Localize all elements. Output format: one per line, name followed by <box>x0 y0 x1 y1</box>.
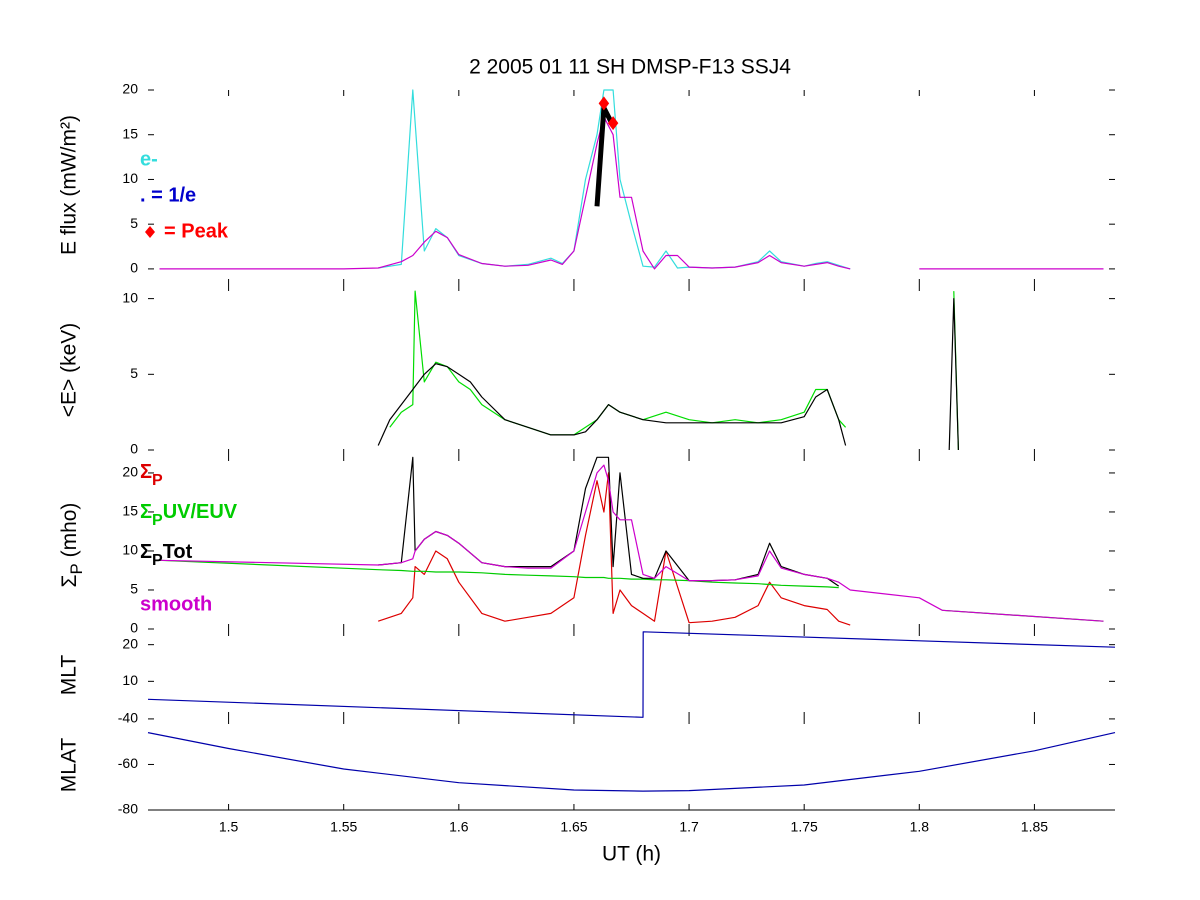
y-tick-label: 20 <box>122 635 138 651</box>
series-line <box>147 631 1116 718</box>
y-tick-label: 15 <box>122 125 138 141</box>
series-line <box>159 116 1104 270</box>
peak-marker <box>598 96 610 111</box>
text-part: P <box>152 512 163 529</box>
text-part: Σ <box>140 461 152 483</box>
legend-label: e- <box>140 148 158 170</box>
x-tick-label: 1.8 <box>910 819 930 835</box>
y-tick-label: 10 <box>122 289 138 305</box>
series-line <box>147 732 1116 792</box>
y-tick-label: -60 <box>118 755 138 771</box>
text-part: Σ <box>58 574 81 587</box>
legend-label: = Peak <box>164 220 229 242</box>
y-axis-label: MLAT <box>58 738 81 793</box>
legend-label: ΣPUV/EUV <box>140 501 238 529</box>
y-axis-label: <E> (keV) <box>58 323 81 418</box>
series-line <box>377 298 959 451</box>
x-tick-label: 1.55 <box>330 819 357 835</box>
chart-title: 2 2005 01 11 SH DMSP-F13 SSJ4 <box>469 56 791 79</box>
y-tick-label: -40 <box>118 710 138 726</box>
text-part: Tot <box>163 541 193 563</box>
legend-label: . = 1/e <box>140 184 196 206</box>
y-tick-label: 5 <box>130 215 138 231</box>
x-tick-label: 1.75 <box>791 819 818 835</box>
text-part: Σ <box>140 541 152 563</box>
series-line <box>159 464 1104 622</box>
x-tick-label: 1.7 <box>679 819 699 835</box>
y-axis-label: MLT <box>58 655 81 696</box>
y-tick-label: 10 <box>122 542 138 558</box>
x-tick-label: 1.65 <box>560 819 587 835</box>
y-tick-label: 5 <box>130 581 138 597</box>
y-tick-label: 0 <box>130 260 138 276</box>
y-tick-label: 5 <box>130 365 138 381</box>
text-part: UV/EUV <box>163 501 238 523</box>
y-tick-label: 0 <box>130 441 138 457</box>
peak-marker <box>607 116 619 131</box>
legend-label: ΣP <box>140 461 163 489</box>
text-part: P <box>152 552 163 569</box>
text-part: P <box>67 563 86 574</box>
text-part: (mho) <box>58 503 81 564</box>
x-tick-label: 1.6 <box>449 819 469 835</box>
text-part: Σ <box>140 501 152 523</box>
y-tick-label: 20 <box>122 81 138 97</box>
y-tick-label: 10 <box>122 672 138 688</box>
x-tick-label: 1.85 <box>1021 819 1048 835</box>
y-tick-label: 20 <box>122 464 138 480</box>
y-axis-label: ΣP (mho) <box>58 503 87 588</box>
legend-marker <box>145 226 155 238</box>
y-axis-label: E flux (mW/m²) <box>58 115 81 255</box>
y-tick-label: 10 <box>122 170 138 186</box>
y-tick-label: 15 <box>122 503 138 519</box>
x-tick-label: 1.5 <box>219 819 239 835</box>
text-part: P <box>152 472 163 489</box>
legend-label: ΣPTot <box>140 541 193 569</box>
y-tick-label: 0 <box>130 620 138 636</box>
x-axis-label: UT (h) <box>602 843 661 866</box>
legend-label: smooth <box>140 593 212 615</box>
y-tick-label: -80 <box>118 801 138 817</box>
